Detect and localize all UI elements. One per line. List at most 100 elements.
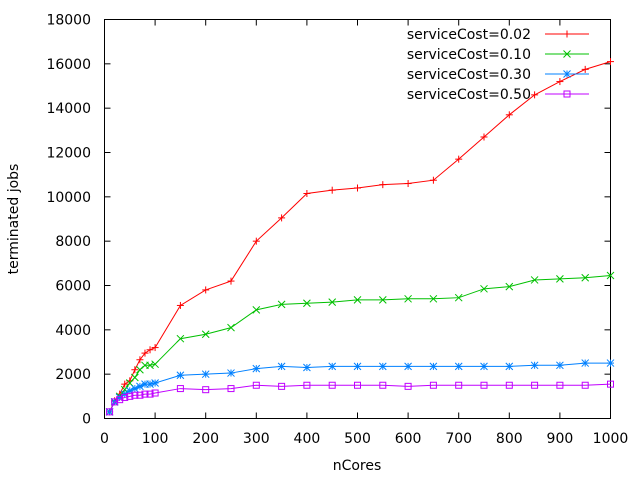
data-point: [455, 381, 463, 389]
data-point: [252, 306, 261, 314]
data-point: [353, 362, 362, 371]
series-2: [105, 271, 615, 416]
y-tick-label: 14000: [46, 101, 91, 117]
data-point: [277, 362, 286, 371]
data-point: [404, 294, 412, 303]
data-point: [556, 78, 564, 86]
data-point: [303, 190, 311, 198]
series-4: [106, 380, 614, 416]
legend: serviceCost=0.02 serviceCost=0.10 serviceC…: [407, 27, 589, 103]
y-tick-label: 0: [82, 412, 91, 428]
data-point: [531, 91, 539, 99]
x-tick-label: 800: [496, 431, 523, 447]
data-point: [227, 369, 235, 377]
series-3: [105, 359, 615, 416]
data-point: [146, 390, 154, 398]
y-tick-label: 12000: [46, 146, 91, 162]
x-tick-label: 200: [192, 431, 219, 447]
legend-item: serviceCost=0.02: [407, 27, 589, 43]
x-tick-label: 600: [395, 431, 422, 447]
data-point: [328, 362, 337, 371]
data-point: [151, 379, 159, 387]
x-tick-label: 500: [344, 431, 371, 447]
tick-labels: 0 100 200 300 400 500 600 700 800 900 100002000400…: [46, 13, 628, 448]
data-point: [176, 385, 184, 393]
data-point: [531, 381, 539, 389]
data-point: [106, 408, 114, 416]
y-tick-label: 16000: [46, 57, 91, 73]
data-point: [480, 133, 488, 141]
x-tick-label: 400: [294, 431, 321, 447]
data-point: [303, 381, 311, 389]
data-point: [480, 381, 488, 389]
data-point: [563, 30, 571, 38]
data-point: [303, 363, 311, 372]
data-point: [404, 362, 412, 371]
data-point: [379, 381, 387, 389]
data-point: [252, 364, 261, 373]
data-point: [530, 361, 539, 370]
data-point: [151, 389, 159, 397]
data-point: [607, 58, 614, 66]
data-point: [201, 330, 210, 339]
data-point: [328, 298, 337, 306]
data-point: [454, 293, 463, 302]
x-tick-label: 0: [100, 431, 109, 447]
axis-ticks: [104, 19, 611, 419]
data-point: [404, 180, 412, 188]
data-point: [429, 294, 438, 303]
y-tick-label: 6000: [55, 279, 91, 295]
data-point: [530, 276, 539, 284]
data-point: [121, 393, 129, 401]
x-tick-label: 1000: [593, 431, 629, 447]
y-tick-label: 4000: [55, 323, 91, 339]
y-tick-label: 8000: [55, 234, 91, 250]
legend-item: serviceCost=0.30: [407, 67, 589, 83]
series-line: [109, 61, 611, 413]
data-point: [556, 274, 564, 283]
y-tick-label: 18000: [46, 13, 91, 29]
data-point: [505, 381, 513, 389]
data-point: [505, 282, 514, 291]
data-point: [353, 296, 362, 304]
data-point: [146, 380, 154, 388]
data-point: [201, 370, 210, 379]
x-tick-label: 300: [243, 431, 270, 447]
legend-label: serviceCost=0.50: [407, 87, 531, 103]
data-point: [136, 391, 144, 399]
data-point: [354, 381, 361, 389]
legend-item: serviceCost=0.10: [407, 47, 589, 63]
data-point: [151, 344, 159, 352]
data-point: [454, 362, 463, 371]
data-point: [354, 184, 361, 192]
data-point: [328, 186, 336, 194]
data-point: [277, 300, 286, 309]
data-point: [563, 90, 571, 98]
x-tick-label: 900: [547, 431, 574, 447]
data-point: [581, 65, 589, 73]
plot-frame: [104, 19, 611, 419]
y-tick-label: 10000: [46, 190, 91, 206]
data-point: [227, 277, 235, 285]
legend-label: serviceCost=0.02: [407, 27, 531, 43]
data-point: [303, 299, 311, 308]
data-point: [581, 381, 589, 389]
data-point: [116, 396, 124, 404]
data-point: [379, 181, 387, 189]
data-point: [606, 271, 615, 280]
data-point: [131, 391, 139, 399]
data-point: [429, 176, 437, 184]
data-point: [176, 334, 185, 343]
data-point: [202, 286, 210, 294]
data-point: [131, 366, 139, 374]
data-point: [278, 382, 286, 390]
legend-item: serviceCost=0.50: [407, 87, 589, 103]
data-point: [126, 392, 134, 400]
data-point: [151, 360, 159, 369]
legend-label: serviceCost=0.30: [407, 67, 531, 83]
data-point: [563, 70, 571, 78]
y-axis-label: terminated jobs: [6, 164, 22, 275]
data-point: [607, 380, 614, 388]
data-point: [227, 323, 235, 332]
